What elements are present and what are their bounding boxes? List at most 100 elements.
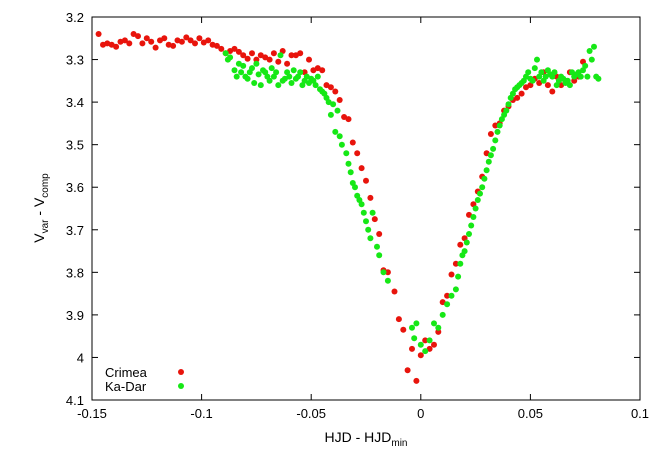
data-point (544, 82, 551, 89)
legend-marker-crimea (178, 369, 184, 375)
data-point (275, 82, 282, 89)
data-point (470, 214, 477, 220)
data-point (503, 107, 510, 114)
data-point (435, 324, 442, 331)
data-point (391, 288, 398, 295)
data-point (496, 122, 503, 129)
data-point (586, 48, 593, 54)
data-point (577, 73, 584, 80)
data-point (417, 352, 424, 359)
data-point (582, 62, 589, 69)
y-tick-label: 3.5 (66, 138, 84, 153)
data-point (566, 82, 573, 89)
data-point (244, 55, 251, 62)
data-point (332, 128, 339, 135)
legend-label-ka-dar: Ka-Dar (105, 379, 147, 394)
data-point (255, 71, 262, 78)
data-point (327, 111, 334, 118)
data-point (448, 271, 455, 278)
data-point (413, 320, 420, 327)
x-tick-label: -0.1 (190, 406, 212, 421)
data-point (404, 367, 411, 374)
data-point (330, 101, 337, 108)
data-point (365, 226, 372, 233)
data-point (474, 197, 481, 203)
x-tick-label: 0 (417, 406, 424, 421)
data-point (227, 54, 234, 61)
data-point (384, 269, 391, 276)
data-point (240, 62, 247, 69)
data-point (452, 286, 459, 293)
data-point (413, 377, 420, 384)
data-point (409, 345, 415, 352)
data-point (374, 243, 380, 250)
data-point (126, 40, 133, 47)
data-point (297, 50, 304, 57)
data-point (231, 67, 238, 74)
x-tick-label: -0.05 (296, 406, 326, 421)
data-point (472, 205, 479, 212)
data-point (490, 145, 497, 152)
data-point (439, 311, 446, 318)
data-point (347, 169, 354, 176)
data-point (455, 273, 462, 280)
data-point (358, 201, 365, 208)
data-point (466, 231, 472, 237)
data-point (483, 167, 490, 174)
data-point (288, 80, 295, 86)
x-tick-label: 0.1 (631, 406, 649, 421)
data-point (529, 77, 536, 84)
data-point (290, 67, 297, 74)
legend: Crimea Ka-Dar (105, 365, 184, 394)
data-point (205, 37, 212, 44)
data-point (253, 56, 260, 63)
series-crimea (95, 31, 586, 384)
data-point (187, 37, 194, 44)
data-point (505, 101, 512, 108)
data-point (352, 184, 358, 191)
data-point (273, 69, 280, 76)
data-point (591, 43, 597, 50)
data-point (479, 184, 486, 191)
data-point (531, 65, 538, 72)
x-tick-label: -0.15 (77, 406, 107, 421)
data-point (266, 77, 273, 84)
data-point (584, 73, 591, 80)
data-point (314, 73, 321, 80)
data-point (235, 48, 242, 55)
data-point (345, 160, 352, 167)
data-point (244, 75, 251, 82)
data-point (444, 301, 451, 308)
data-point (196, 35, 203, 42)
data-point (266, 56, 273, 63)
data-point (161, 35, 168, 42)
data-point (551, 69, 558, 76)
plot-frame (91, 16, 641, 401)
data-point (284, 60, 291, 67)
data-point (409, 324, 415, 331)
data-point (457, 241, 464, 248)
data-point (336, 97, 343, 103)
data-point (121, 37, 128, 44)
data-point (588, 56, 595, 63)
data-point (148, 38, 155, 45)
data-point (268, 65, 275, 72)
legend-marker-ka-dar (178, 383, 184, 389)
data-point (238, 69, 245, 76)
x-tick-label: 0.05 (518, 406, 543, 421)
data-point (422, 348, 429, 355)
data-point (487, 152, 494, 159)
data-point (360, 209, 367, 216)
data-point (233, 73, 240, 80)
data-point (492, 137, 499, 144)
data-point (481, 175, 488, 182)
data-point (485, 158, 492, 165)
data-point (253, 60, 260, 67)
data-point (448, 292, 455, 299)
data-point (349, 139, 356, 146)
data-point (367, 194, 374, 201)
data-point (518, 90, 525, 97)
data-point (477, 190, 483, 197)
data-point (152, 44, 159, 51)
